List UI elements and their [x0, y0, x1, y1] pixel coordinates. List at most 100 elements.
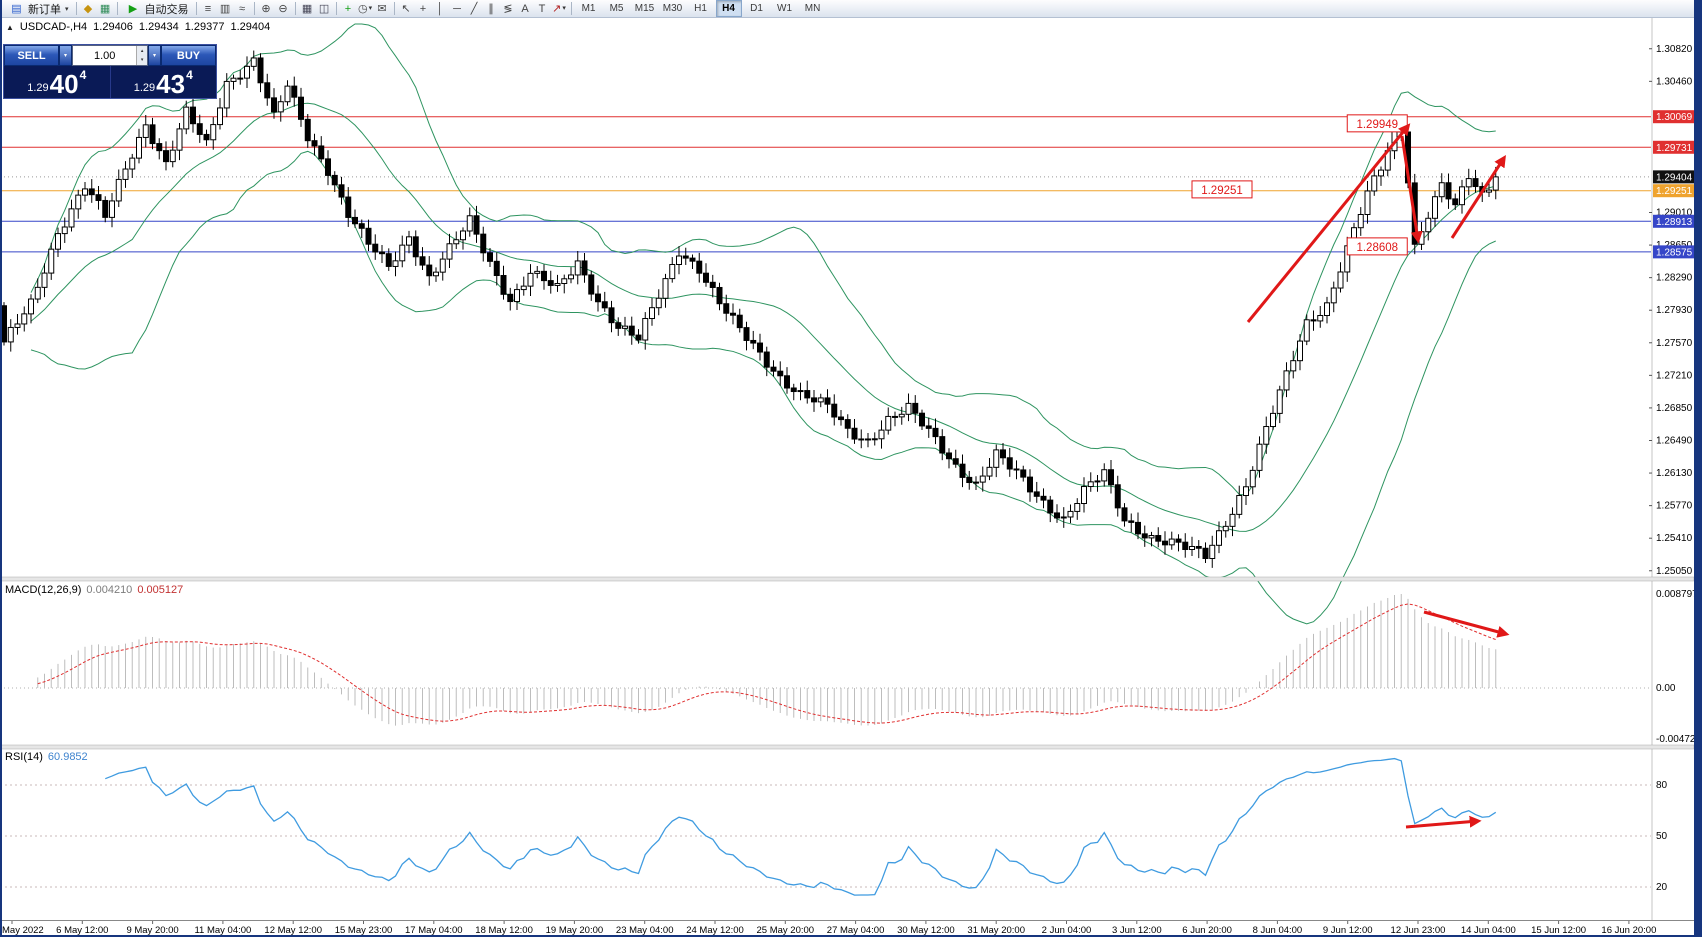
- bollinger-upper-band: [30, 23, 1496, 496]
- toolbar-charts-grid-icon[interactable]: ▦: [99, 2, 111, 15]
- candle-body: [1324, 302, 1330, 317]
- sell-options-button[interactable]: ▾: [59, 45, 72, 66]
- trend-arrow[interactable]: [1405, 815, 1482, 829]
- candle-body: [912, 402, 919, 414]
- trend-arrow[interactable]: [1450, 154, 1506, 239]
- toolbar-bar-chart-icon[interactable]: ≡: [204, 2, 212, 15]
- candle-body: [1040, 495, 1047, 501]
- toolbar-periods-icon[interactable]: ◷ ▾: [357, 2, 373, 15]
- toolbar-cursor-icon[interactable]: ↖: [401, 2, 411, 15]
- toolbar-tile-windows-icon[interactable]: ▦: [301, 2, 313, 15]
- timeframe-w1-button[interactable]: W1: [777, 3, 793, 14]
- candle-body: [635, 334, 642, 341]
- buy-options-button[interactable]: ▾: [148, 45, 161, 66]
- toolbar-compass-icon[interactable]: ◆: [83, 2, 93, 15]
- toolbar-fibonacci-icon[interactable]: ≶: [503, 2, 513, 15]
- time-axis-label: 11 May 04:00: [194, 925, 251, 936]
- toolbar-crosshair-icon[interactable]: +: [419, 2, 427, 15]
- candle-body: [905, 402, 912, 415]
- volume-decrease-button[interactable]: ▾: [137, 55, 147, 65]
- toolbar-zoom-in-icon[interactable]: ⊕: [261, 2, 271, 15]
- time-axis-label: 30 May 12:00: [897, 925, 955, 936]
- trend-arrow[interactable]: [1400, 135, 1423, 244]
- candle-body: [1432, 196, 1438, 219]
- candle-body: [1168, 538, 1175, 546]
- toolbar-vertical-line-icon[interactable]: │: [436, 2, 444, 15]
- candle-body: [574, 260, 581, 276]
- toolbar-channel-icon[interactable]: ∥: [488, 2, 494, 15]
- candle-body: [338, 184, 345, 198]
- candle-body: [628, 325, 635, 336]
- price-axis-tick-label: 1.25410: [1656, 533, 1693, 544]
- price-annotation-box[interactable]: [1191, 180, 1253, 199]
- time-axis-label: 14 Jun 04:00: [1461, 925, 1516, 936]
- time-axis-label: 15 May 23:00: [335, 925, 393, 936]
- toolbar-templates-icon[interactable]: ✉: [377, 2, 387, 15]
- candle-body: [1263, 426, 1270, 445]
- trend-arrow[interactable]: [1246, 123, 1411, 323]
- toolbar-separator: [253, 2, 255, 15]
- toolbar-arrow-shapes-icon[interactable]: ↗ ▾: [552, 2, 566, 15]
- toolbar-horizontal-line-icon[interactable]: ─: [453, 2, 461, 15]
- candle-body: [439, 258, 446, 273]
- timeframe-m1-button[interactable]: M1: [581, 3, 596, 14]
- candle-body: [682, 255, 689, 259]
- price-axis-tick-label: 1.26490: [1656, 435, 1693, 446]
- timeframe-d1-button[interactable]: D1: [750, 3, 763, 14]
- timeframe-m5-button[interactable]: M5: [609, 3, 624, 14]
- bid-price-display[interactable]: 1.29 40 4: [4, 66, 110, 98]
- candle-body: [55, 233, 61, 250]
- panel-separator[interactable]: [0, 576, 1695, 582]
- toolbar-zoom-out-icon[interactable]: ⊖: [278, 2, 288, 15]
- toolbar-candlestick-chart-icon[interactable]: ▥: [219, 2, 231, 15]
- sell-button[interactable]: SELL: [4, 45, 59, 66]
- candle-body: [136, 136, 142, 159]
- autotrade-button[interactable]: ▶ 自动交易: [121, 1, 193, 17]
- toolbar-new-indicator-icon[interactable]: +: [344, 2, 352, 15]
- candle-body: [1337, 271, 1344, 289]
- toolbar-text-icon[interactable]: A: [521, 2, 529, 15]
- price-level-axis-label: 1.29251: [1656, 186, 1693, 197]
- toolbar-text-label-icon[interactable]: T: [538, 2, 546, 15]
- candle-body: [871, 438, 878, 441]
- candle-body: [176, 128, 183, 151]
- candle-body: [419, 256, 426, 266]
- timeframe-h4-button[interactable]: H4: [715, 0, 742, 17]
- price-level-axis-badge: [1653, 245, 1695, 259]
- price-level-axis-label: 1.28575: [1656, 247, 1693, 258]
- timeframe-m30-button[interactable]: M30: [662, 3, 683, 14]
- candle-body: [703, 272, 709, 283]
- candle-body: [662, 278, 669, 299]
- candle-body: [1209, 544, 1216, 560]
- timeframe-mn-button[interactable]: MN: [804, 3, 821, 14]
- toolbar-cascade-windows-icon[interactable]: ◫: [318, 2, 330, 15]
- timeframe-m15-button[interactable]: M15: [634, 3, 655, 14]
- volume-box: ▴ ▾: [72, 45, 148, 66]
- candle-body: [1492, 176, 1499, 191]
- panel-separator[interactable]: [0, 744, 1695, 750]
- volume-input[interactable]: [73, 46, 137, 65]
- new-order-button[interactable]: ▤ 新订单 ▾: [4, 1, 73, 17]
- buy-button[interactable]: BUY: [161, 45, 216, 66]
- candle-body: [1283, 370, 1290, 391]
- new-order-chart-icon: ▤: [11, 2, 22, 15]
- price-level-axis-label: 1.30069: [1656, 112, 1693, 123]
- candle-body: [1155, 535, 1162, 542]
- candle-body: [1310, 319, 1317, 322]
- volume-increase-button[interactable]: ▴: [137, 46, 147, 56]
- candle-body: [817, 397, 824, 403]
- time-axis-label: May 2022: [2, 925, 44, 936]
- toolbar-trendline-icon[interactable]: ╱: [470, 2, 478, 15]
- timeframe-h1-button[interactable]: H1: [694, 3, 707, 14]
- candle-body: [973, 481, 979, 484]
- candle-body: [811, 397, 817, 403]
- trend-arrow[interactable]: [1423, 610, 1510, 638]
- toolbar-line-chart-icon[interactable]: ≈: [238, 2, 246, 15]
- candle-body: [217, 107, 223, 126]
- ask-price-display[interactable]: 1.29 43 4: [109, 66, 217, 98]
- candle-body: [1465, 178, 1472, 188]
- trade-controls-row: SELL ▾ ▴ ▾ ▾ BUY: [4, 45, 216, 66]
- price-annotation-box[interactable]: [1346, 237, 1408, 256]
- candle-body: [460, 230, 466, 241]
